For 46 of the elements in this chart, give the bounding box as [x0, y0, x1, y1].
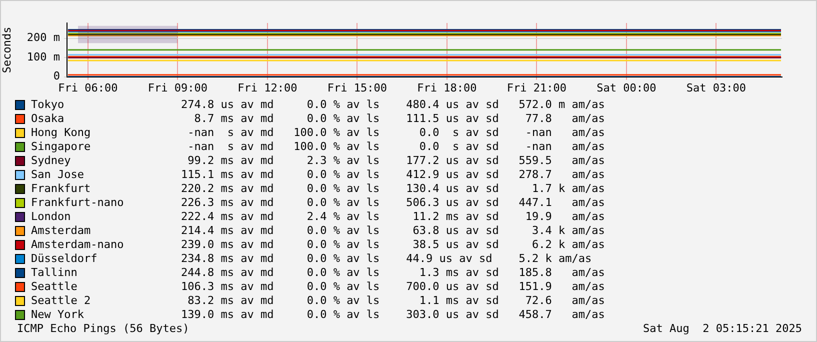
- text: 139.0 ms av md 0.0 % av ls 303.0 us av sd 458.7 am/as: [181, 308, 605, 322]
- legend-label: Frankfurt: [31, 182, 92, 196]
- legend-label: Singapore: [31, 140, 92, 154]
- legend-label: Sydney: [31, 154, 72, 168]
- x-tick-label: Fri 12:00: [238, 81, 298, 94]
- x-tick-label: Fri 06:00: [58, 81, 118, 94]
- legend-label: Tallinn: [31, 266, 78, 280]
- text: 234.8 ms av md 0.0 % av ls 44.9 us av sd 5.2 k am/as: [181, 252, 592, 266]
- text: 274.8 us av md 0.0 % av ls 480.4 us av sd 572.0 m am/as: [181, 98, 605, 112]
- text: 115.1 ms av md 0.0 % av ls 412.9 us av sd 278.7 am/as: [181, 168, 605, 182]
- text: ICMP Echo Pings (56 Bytes): [17, 322, 190, 335]
- text: 220.2 ms av md 0.0 % av ls 130.4 us av sd 1.7 k am/as: [181, 182, 605, 196]
- legend-label: New York: [31, 308, 85, 322]
- legend-label: San Jose: [31, 168, 85, 182]
- text: 226.3 ms av md 0.0 % av ls 506.3 us av sd 447.1 am/as: [181, 196, 605, 210]
- y-tick-label: 100 m: [26, 50, 60, 64]
- x-tick-label: Fri 09:00: [148, 81, 208, 94]
- legend-label: Seattle: [31, 280, 78, 294]
- legend-label: Düsseldorf: [31, 252, 98, 266]
- legend-label: Frankfurt-nano: [31, 196, 125, 210]
- legend-label: Osaka: [31, 112, 66, 126]
- text: 214.4 ms av md 0.0 % av ls 63.8 us av sd 3.4 k am/as: [181, 224, 605, 238]
- y-tick-label: 200 m: [26, 31, 60, 44]
- x-tick-label: Fri 15:00: [327, 81, 387, 94]
- y-tick-label: 0: [53, 70, 60, 83]
- text: 83.2 ms av md 0.0 % av ls 1.1 ms av sd 72.6 am/as: [186, 294, 605, 308]
- x-tick-label: Fri 21:00: [506, 81, 566, 94]
- text: -nan s av md 100.0 % av ls 0.0 s av sd -nan am/as: [186, 140, 605, 154]
- text: 244.8 ms av md 0.0 % av ls 1.3 ms av sd 185.8 am/as: [181, 266, 605, 280]
- legend-label: Hong Kong: [31, 126, 92, 140]
- legend-label: Seattle 2: [31, 294, 92, 308]
- text: 222.4 ms av md 2.4 % av ls 11.2 ms av sd 19.9 am/as: [181, 210, 605, 224]
- x-tick-label: Sat 03:00: [686, 81, 746, 94]
- text: 239.0 ms av md 0.0 % av ls 38.5 us av sd 6.2 k am/as: [181, 238, 605, 252]
- x-tick-label: Fri 18:00: [417, 81, 477, 94]
- text: -nan s av md 100.0 % av ls 0.0 s av sd -nan am/as: [186, 126, 605, 140]
- text: 106.3 ms av md 0.0 % av ls 700.0 us av sd 151.9 am/as: [181, 280, 605, 294]
- legend-label: London: [31, 210, 72, 224]
- y-axis-title: Seconds: [0, 26, 14, 74]
- text: Sat Aug 2 05:15:21 2025: [643, 322, 802, 335]
- x-tick-label: Sat 00:00: [596, 81, 656, 94]
- legend-label: Amsterdam: [31, 224, 92, 238]
- text: 99.2 ms av md 2.3 % av ls 177.2 us av sd 559.5 am/as: [186, 154, 605, 168]
- legend-label: Amsterdam-nano: [31, 238, 125, 252]
- legend-label: Tokyo: [31, 98, 66, 112]
- text: 8.7 ms av md 0.0 % av ls 111.5 us av sd 77.8 am/as: [193, 112, 605, 126]
